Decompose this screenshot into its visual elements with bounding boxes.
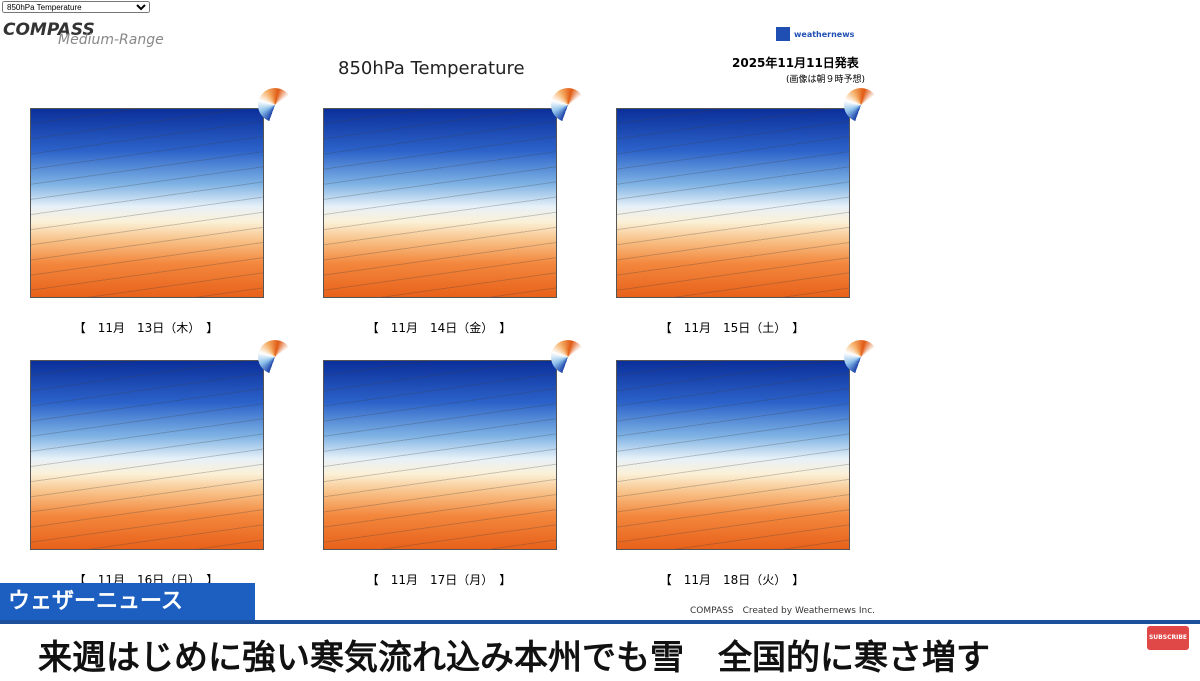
map-date-label: 【 11月 17日（月） 】 xyxy=(366,573,512,587)
color-scale-icon xyxy=(551,340,585,374)
forecast-note: (画像は朝９時予想) xyxy=(786,75,866,85)
headline: 来週はじめに強い寒気流れ込み本州でも雪 全国的に寒さ増す xyxy=(38,638,990,678)
product-select[interactable]: 850hPa Temperature xyxy=(2,1,150,13)
news-rule xyxy=(0,620,1200,624)
temperature-map xyxy=(616,360,850,550)
headline-bar xyxy=(0,624,1200,681)
temperature-map xyxy=(30,108,264,298)
brand: weathernews xyxy=(794,30,855,39)
credit: COMPASS Created by Weathernews Inc. xyxy=(690,606,876,616)
color-scale-icon xyxy=(551,88,585,122)
map-date-label: 【 11月 15日（土） 】 xyxy=(659,321,805,335)
channel-label: ウェザーニュース xyxy=(0,583,255,620)
color-scale-icon xyxy=(844,88,878,122)
subscribe-button[interactable]: SUBSCRIBE xyxy=(1147,626,1189,650)
brand-icon xyxy=(776,27,790,41)
logo-subtitle: Medium-Range xyxy=(58,32,164,48)
temperature-map xyxy=(616,108,850,298)
color-scale-icon xyxy=(258,340,292,374)
map-date-label: 【 11月 13日（木） 】 xyxy=(73,321,219,335)
map-date-label: 【 11月 14日（金） 】 xyxy=(366,321,512,335)
map-date-label: 【 11月 18日（火） 】 xyxy=(659,573,805,587)
issue-date: 2025年11月11日発表 xyxy=(732,56,859,70)
page-title: 850hPa Temperature xyxy=(338,58,525,79)
temperature-map xyxy=(30,360,264,550)
color-scale-icon xyxy=(258,88,292,122)
color-scale-icon xyxy=(844,340,878,374)
logo: COMPASS xyxy=(3,20,95,40)
temperature-map xyxy=(323,360,557,550)
temperature-map xyxy=(323,108,557,298)
